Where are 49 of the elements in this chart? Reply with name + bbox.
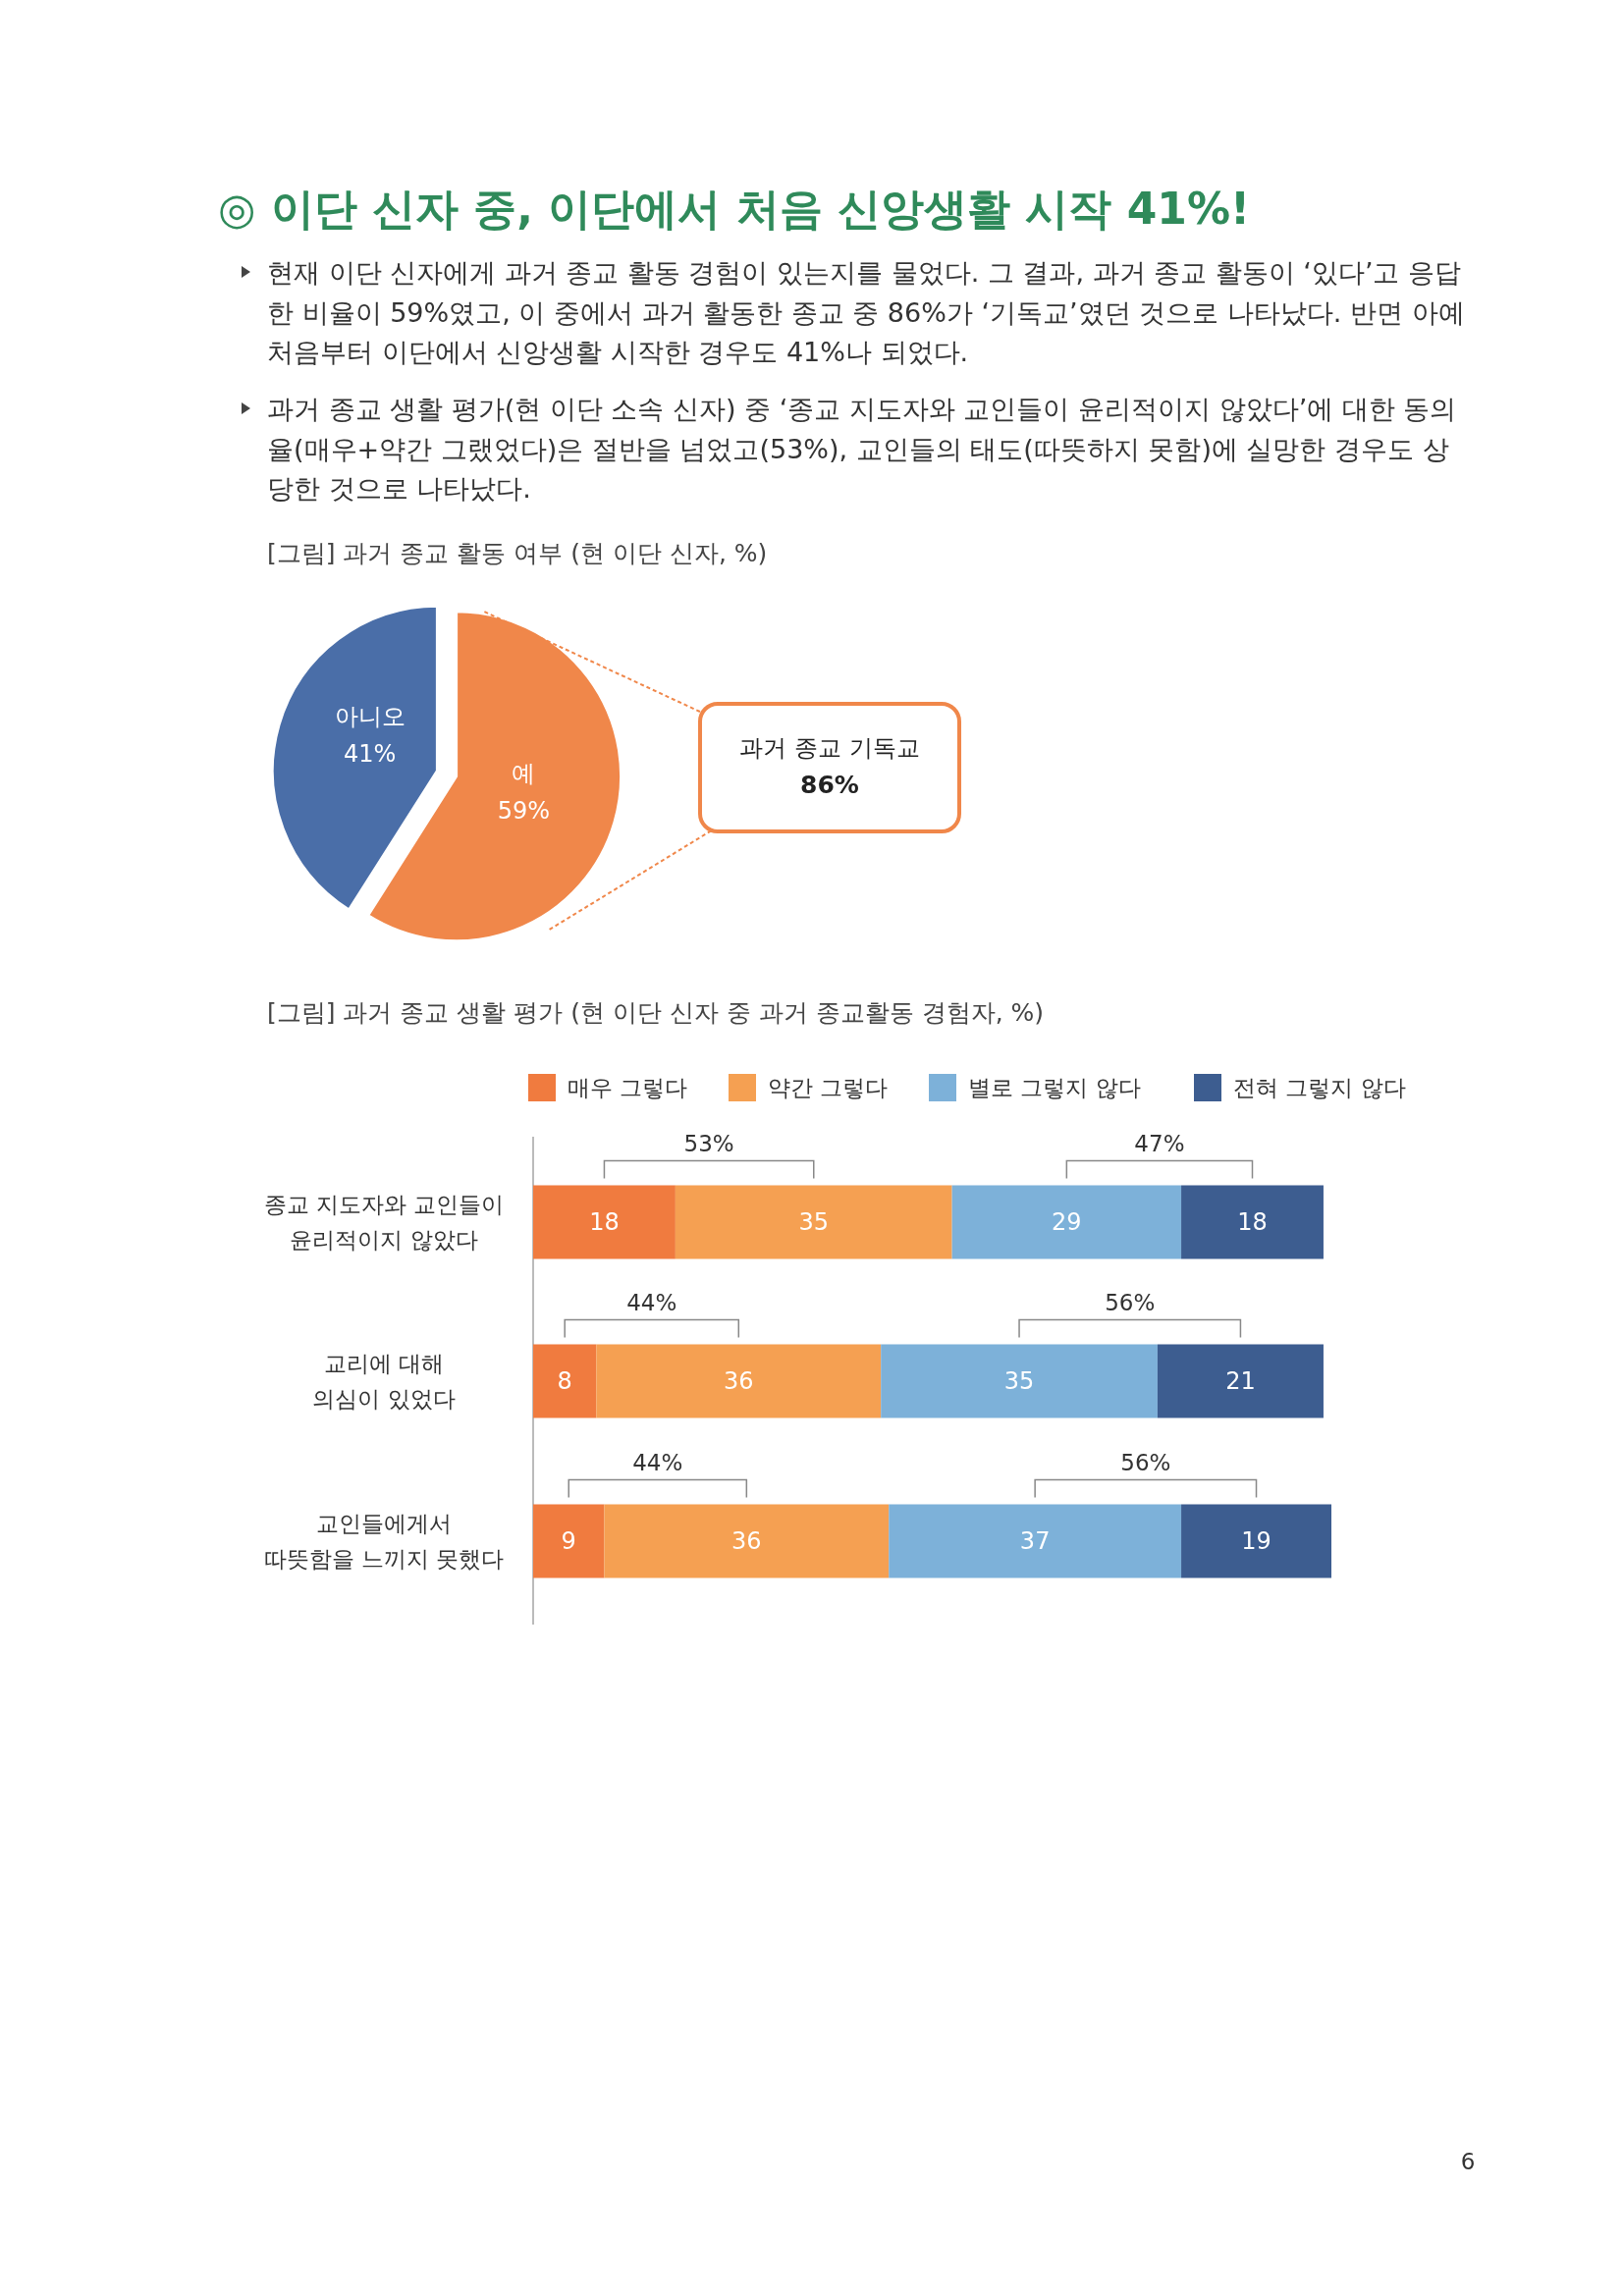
- data-label: 59%: [497, 796, 551, 825]
- text: 과거 종교 기독교: [739, 734, 920, 762]
- y-tick-label: 교인들에게서 따뜻함을 느끼지 못했다: [263, 1511, 505, 1572]
- bar: [596, 1344, 882, 1418]
- bar: [675, 1185, 952, 1259]
- bar: [1157, 1344, 1324, 1418]
- y-tick-label: 교리에 대해 의심이 있었다: [312, 1351, 456, 1412]
- bar: [881, 1344, 1158, 1418]
- slice-label: 아니오: [334, 703, 406, 731]
- text: 현재 이단 신자에게 과거 종교 활동 경험이 있는지를 물었다. 그 결과, 과거 종교 활동이 ‘있다’고 응답한 비율이 59%였고, 이 중에서 과거 활동한 종교 중 86%가 ‘기독교’였던 것으로 나타났다. 반면 아예 처음부터 이단에서 신앙생활 시작한 경우도 41%나 되었다.: [267, 256, 1466, 369]
- data-label: 35: [1003, 1367, 1035, 1395]
- text: 86%: [800, 770, 859, 799]
- text: 과거 종교 생활 평가(현 이단 소속 신자) 중 ‘종교 지도자와 교인들이 윤리적이지 않았다’에 대한 동의율(매우+약간 그랬었다)은 절반을 넘었고(53%), 교인들의 태도(따뜻하지 못함)에 실망한 경우도 상당한 것으로 나타났다.: [267, 393, 1458, 506]
- bar: [533, 1344, 597, 1418]
- bar: [889, 1504, 1182, 1578]
- bar: [533, 1185, 676, 1259]
- bar: [1181, 1185, 1324, 1259]
- y-tick-label: 종교 지도자와 교인들이 윤리적이지 않았다: [263, 1192, 505, 1253]
- annotation: 56%: [1120, 1449, 1171, 1475]
- data-label: 21: [1225, 1367, 1256, 1395]
- bar: [1181, 1504, 1331, 1578]
- legend-label: 약간 그렇다: [768, 1075, 889, 1100]
- data-label: 18: [589, 1208, 620, 1236]
- data-label: 18: [1237, 1208, 1268, 1236]
- annotation: 44%: [626, 1289, 677, 1315]
- data-label: 9: [561, 1527, 576, 1555]
- data-label: 19: [1241, 1527, 1271, 1555]
- annotation: 44%: [632, 1449, 683, 1475]
- data-label: 29: [1052, 1208, 1082, 1236]
- bar: [951, 1185, 1182, 1259]
- chart-subtitle: [그림] 과거 종교 활동 여부 (현 이단 신자, %): [267, 538, 769, 569]
- data-label: 41%: [343, 740, 397, 769]
- legend-label: 매우 그렇다: [568, 1075, 688, 1100]
- data-label: 8: [557, 1367, 572, 1395]
- slice-label: 예: [512, 759, 536, 787]
- legend-label: 전혀 그렇지 않다: [1233, 1075, 1406, 1100]
- chart-title: [그림] 과거 종교 생활 평가 (현 이단 신자 중 과거 종교활동 경험자, %): [267, 997, 1046, 1029]
- annotation: 56%: [1105, 1289, 1156, 1315]
- data-label: 36: [731, 1527, 762, 1555]
- text: ◎ 이단 신자 중, 이단에서 처음 신앙생활 시작 41%!: [218, 183, 1252, 236]
- annotation: 47%: [1134, 1130, 1185, 1156]
- legend-label: 별로 그렇지 않다: [968, 1075, 1141, 1100]
- text: 6: [1460, 2149, 1476, 2174]
- bar: [533, 1504, 605, 1578]
- data-label: 36: [724, 1367, 754, 1395]
- data-label: 35: [798, 1208, 830, 1236]
- bar: [604, 1504, 890, 1578]
- annotation: 53%: [683, 1130, 734, 1156]
- data-label: 37: [1019, 1527, 1051, 1555]
